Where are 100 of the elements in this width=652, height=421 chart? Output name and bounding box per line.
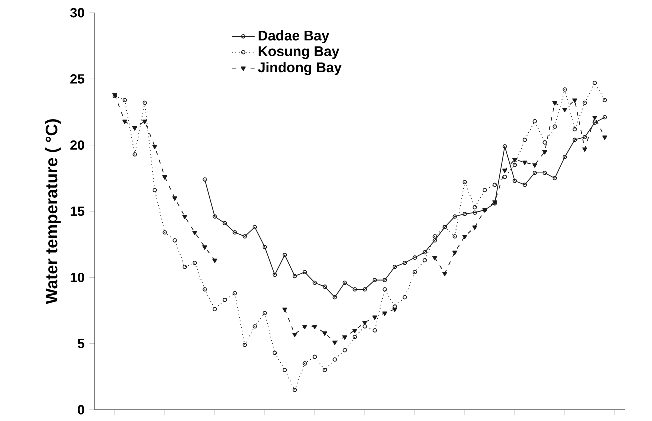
- y-tick-label: 15: [70, 206, 85, 216]
- point: [522, 182, 528, 188]
- point: [552, 176, 558, 181]
- point: [152, 145, 158, 150]
- point: [352, 329, 358, 334]
- point: [492, 182, 498, 188]
- point: [522, 160, 528, 166]
- point: [172, 238, 178, 243]
- point: [152, 188, 158, 192]
- point: [562, 108, 568, 112]
- point: [572, 138, 578, 142]
- point: [412, 256, 418, 260]
- y-tick-label: 30: [70, 8, 84, 18]
- point: [242, 343, 248, 348]
- point: [312, 354, 318, 360]
- point: [272, 350, 278, 356]
- point: [582, 148, 588, 152]
- point: [322, 284, 328, 290]
- point: [142, 100, 148, 106]
- point: [212, 258, 218, 264]
- point: [512, 158, 518, 163]
- point: [162, 175, 168, 180]
- y-tick-label: 10: [70, 272, 84, 282]
- point: [572, 98, 578, 104]
- point: [442, 272, 448, 276]
- point: [172, 196, 178, 202]
- point: [122, 120, 128, 124]
- point: [542, 150, 548, 155]
- y-tick-label: 25: [70, 74, 85, 84]
- point: [462, 235, 468, 240]
- point: [542, 170, 548, 176]
- point: [502, 174, 508, 180]
- point: [402, 295, 408, 300]
- point: [482, 188, 488, 192]
- point: [512, 178, 518, 184]
- point: [532, 170, 538, 176]
- point: [342, 336, 348, 340]
- legend-label: Kosung Bay: [258, 46, 340, 60]
- point: [452, 234, 458, 239]
- point: [562, 155, 568, 160]
- point: [592, 81, 598, 86]
- point: [312, 325, 318, 330]
- point: [472, 210, 478, 215]
- y-tick-label: 5: [78, 339, 85, 348]
- y-tick-label: 0: [78, 405, 84, 415]
- point: [602, 136, 608, 140]
- y-axis-title: Water temperature ( °C): [45, 119, 61, 304]
- point: [552, 124, 558, 129]
- point: [522, 138, 528, 142]
- point: [592, 120, 598, 125]
- point: [512, 163, 518, 168]
- point: [602, 98, 608, 102]
- point: [122, 98, 128, 102]
- point: [232, 230, 238, 235]
- point: [242, 234, 248, 239]
- point: [302, 362, 308, 366]
- point: [432, 256, 438, 261]
- point: [212, 214, 218, 219]
- legend-label: Jindong Bay: [258, 62, 342, 76]
- point: [382, 312, 388, 316]
- point: [342, 280, 348, 286]
- point: [582, 100, 588, 106]
- point: [222, 298, 228, 302]
- point: [392, 264, 398, 270]
- point: [202, 246, 208, 250]
- point: [362, 321, 368, 326]
- point: [352, 287, 358, 292]
- point: [382, 287, 388, 292]
- point: [502, 168, 508, 174]
- point: [372, 316, 378, 320]
- point: [292, 332, 298, 338]
- point: [262, 311, 268, 316]
- point: [542, 140, 548, 145]
- point: [302, 270, 308, 275]
- point: [362, 324, 368, 329]
- point: [132, 126, 138, 131]
- point: [342, 348, 348, 353]
- point: [592, 116, 598, 120]
- point: [182, 264, 188, 270]
- point: [422, 258, 428, 263]
- point: [182, 215, 188, 220]
- point: [532, 119, 538, 124]
- point: [572, 127, 578, 132]
- point: [282, 368, 288, 372]
- point: [432, 238, 438, 243]
- point: [252, 324, 258, 329]
- point: [462, 212, 468, 216]
- point: [422, 250, 428, 255]
- point: [302, 325, 308, 330]
- point: [472, 226, 478, 230]
- point: [472, 205, 478, 210]
- point: [162, 230, 168, 235]
- legend-label: Dadae Bay: [258, 30, 330, 44]
- point: [232, 291, 238, 296]
- point: [432, 234, 438, 239]
- point: [282, 253, 288, 258]
- point: [332, 358, 338, 362]
- point: [252, 225, 258, 230]
- point: [192, 260, 198, 266]
- point: [462, 180, 468, 185]
